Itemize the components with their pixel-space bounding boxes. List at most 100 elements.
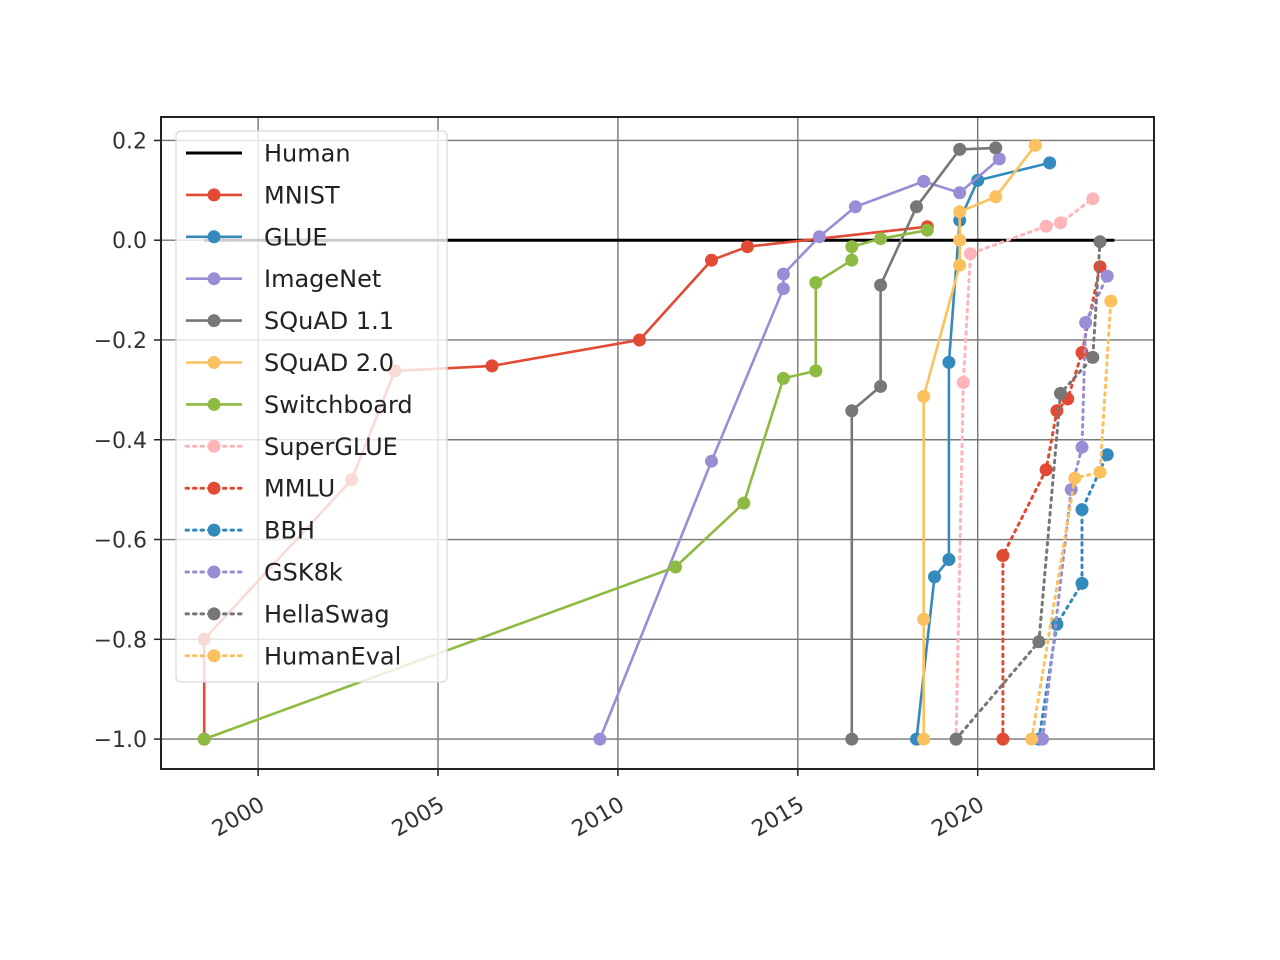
data-point-squad-1-1 [845,732,859,746]
legend-label-superglue: SuperGLUE [264,433,398,461]
data-point-switchboard [845,240,859,254]
data-point-imagenet [812,230,826,244]
series-line-switchboard [203,228,928,741]
data-point-switchboard [920,223,934,237]
data-point-imagenet [776,267,790,281]
legend-entry-humaneval: HumanEval [184,642,401,670]
legend-swatch-marker [207,523,221,537]
data-point-glue [928,570,941,584]
data-point-imagenet [705,454,718,468]
legend-entry-gsk8k: GSK8k [184,559,343,587]
data-point-switchboard [845,253,859,267]
legend-label-mmlu: MMLU [264,475,335,503]
legend-swatch-marker [207,397,221,411]
data-point-imagenet [953,186,967,200]
data-point-switchboard [809,276,823,290]
data-point-glue [942,355,956,369]
legend-label-mnist: MNIST [264,181,340,209]
legend-label-switchboard: Switchboard [264,391,413,419]
legend-label-glue: GLUE [264,223,328,251]
data-point-glue [942,553,956,566]
legend-label-bbh: BBH [264,517,315,545]
data-point-glue [971,173,985,187]
data-point-squad-2-0 [953,205,967,219]
legend-entry-glue: GLUE [186,223,328,251]
data-point-switchboard [197,732,211,746]
y-tick-label: 0.2 [112,129,147,154]
data-point-switchboard [809,364,823,378]
data-point-hellaswag [1054,386,1067,400]
series-squad-1-1 [845,141,1003,746]
data-point-imagenet [917,174,931,188]
legend-entry-imagenet: ImageNet [186,265,381,293]
data-point-superglue [1054,216,1067,230]
legend-entry-mmlu: MMLU [184,475,335,503]
data-point-squad-2-0 [917,389,931,403]
data-point-imagenet [593,732,607,746]
legend-swatch-marker [207,439,221,453]
data-point-switchboard [874,232,888,246]
data-point-imagenet [776,282,790,296]
data-point-mnist [740,240,754,254]
series-imagenet [593,152,1006,746]
data-point-switchboard [776,371,790,385]
series-switchboard [197,223,934,746]
data-point-squad-2-0 [917,732,931,746]
data-point-bbh [1100,448,1114,462]
data-point-switchboard [737,496,751,510]
legend-entry-squad-2-0: SQuAD 2.0 [186,349,394,377]
legend-swatch-marker [207,607,221,621]
legend-label-gsk8k: GSK8k [264,559,343,587]
data-point-switchboard [669,560,682,574]
data-point-squad-1-1 [953,142,967,156]
y-tick-label: −0.6 [94,529,147,554]
legend-swatch-marker [207,481,221,495]
data-point-mmlu [996,549,1010,562]
data-point-squad-2-0 [989,190,1003,204]
legend-swatch-marker [207,565,221,579]
data-point-superglue [956,375,970,389]
data-point-hellaswag [1086,350,1100,364]
legend-swatch-marker [207,188,221,202]
data-point-squad-2-0 [1028,138,1042,152]
legend-label-humaneval: HumanEval [264,642,401,670]
legend-swatch-marker [207,649,221,663]
data-point-humaneval [1025,732,1039,746]
series-line-humaneval [1030,299,1113,741]
data-point-hellaswag [1093,235,1107,249]
data-point-mnist [705,253,718,267]
data-point-humaneval [1068,471,1082,485]
legend-entry-superglue: SuperGLUE [184,433,398,461]
data-point-superglue [1039,219,1053,233]
data-point-humaneval [1104,294,1118,308]
legend-swatch-marker [207,272,221,286]
data-point-bbh [1075,503,1089,517]
data-point-mmlu [1039,463,1053,477]
y-tick-label: −1.0 [94,728,147,753]
series-humaneval [1025,294,1118,746]
legend-label-human: Human [264,140,351,168]
data-point-gsk8k [1075,440,1089,454]
data-point-squad-1-1 [874,278,888,292]
data-point-gsk8k [1079,316,1093,329]
data-point-squad-1-1 [989,141,1003,155]
data-point-hellaswag [1032,635,1046,649]
data-point-gsk8k [1036,732,1049,746]
legend-swatch-marker [207,230,221,244]
data-point-gsk8k [1100,269,1114,283]
data-point-glue [1043,156,1057,170]
data-point-hellaswag [949,732,963,746]
plot-frame [160,116,1155,770]
data-point-humaneval [1093,465,1107,479]
series-line-superglue [954,197,1095,741]
legend-entry-mnist: MNIST [186,181,340,209]
legend-entry-human: Human [186,140,351,168]
data-point-bbh [1075,576,1089,590]
data-point-squad-1-1 [845,404,859,418]
legend-label-imagenet: ImageNet [264,265,381,293]
y-tick-label: 0.0 [112,229,147,254]
legend-entry-bbh: BBH [184,517,315,545]
series-squad-2-0 [917,138,1042,746]
y-tick-label: −0.8 [94,628,147,653]
